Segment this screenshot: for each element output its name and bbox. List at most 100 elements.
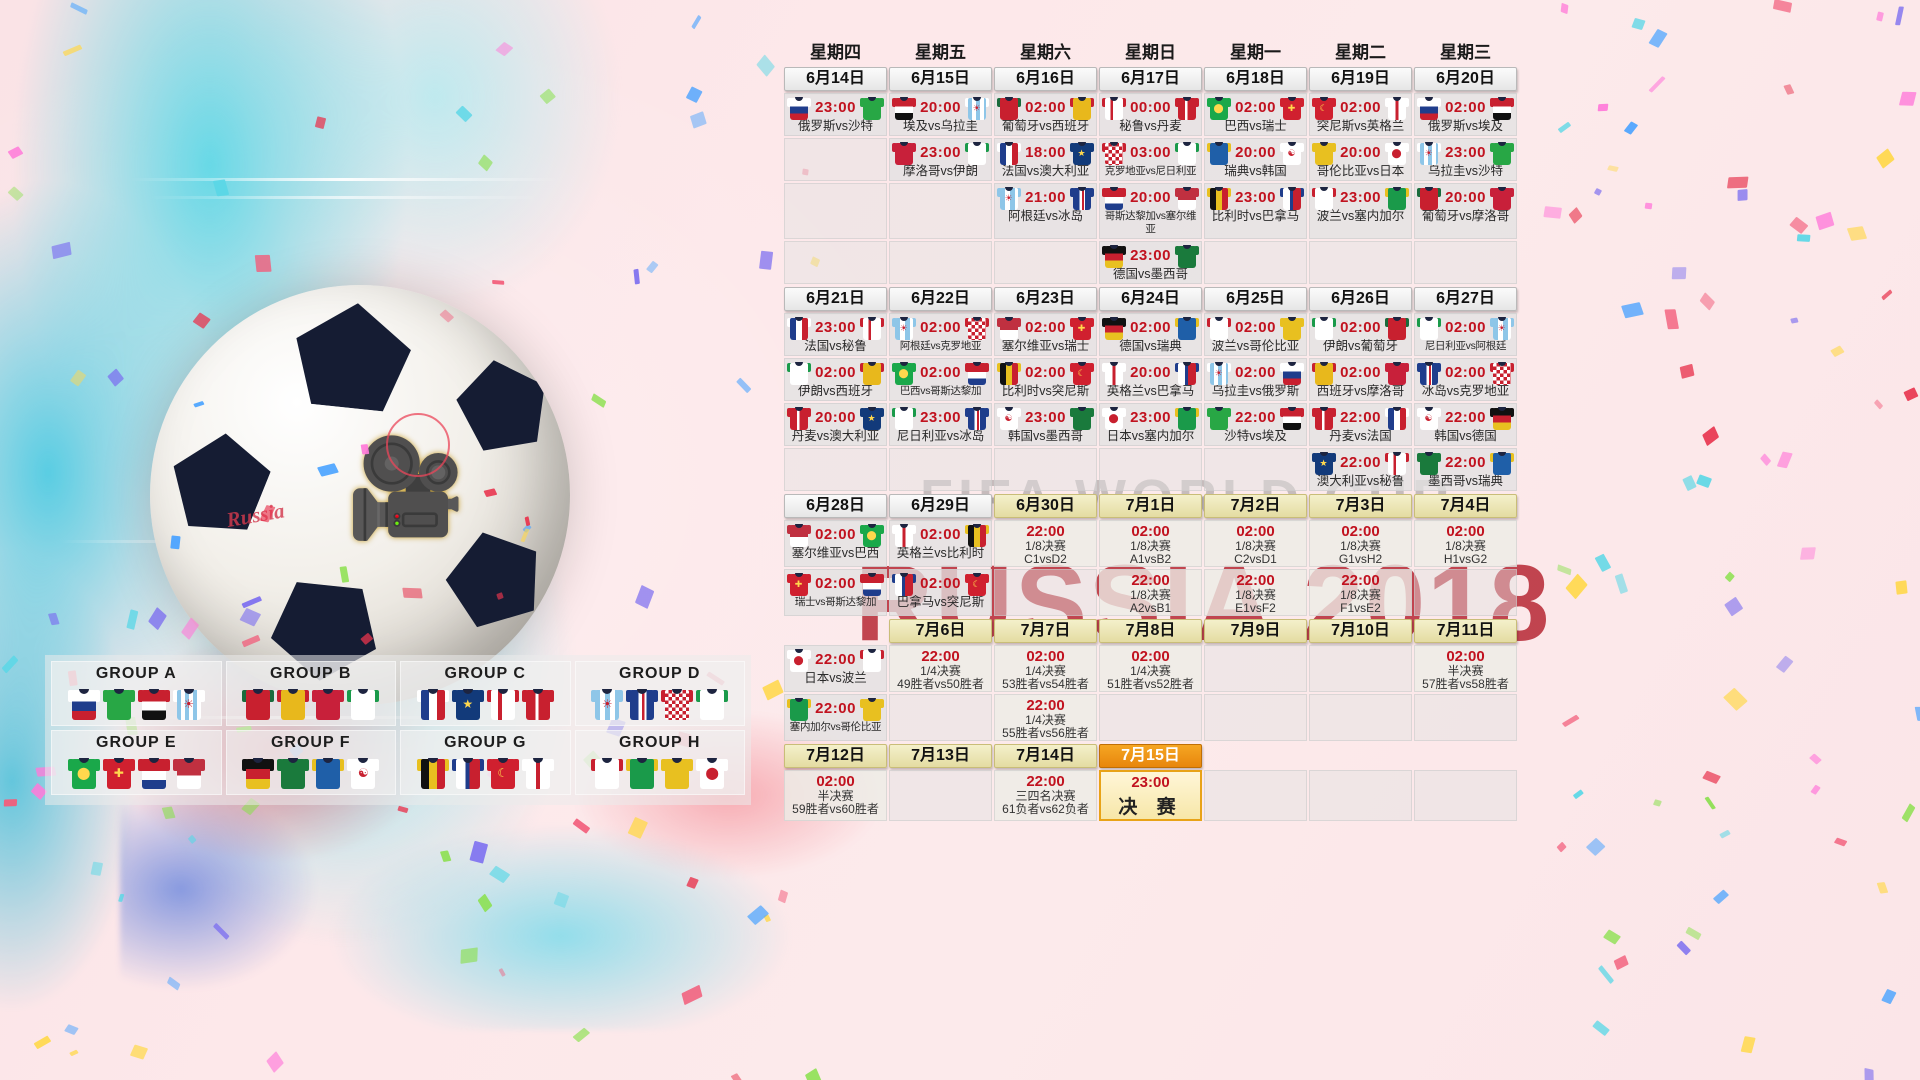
match-cell[interactable]: 22:00 沙特vs埃及	[1204, 403, 1307, 446]
match-cell[interactable]: 02:00 冰岛vs克罗地亚	[1414, 358, 1517, 401]
knockout-match-cell[interactable]: 02:00 1/8决赛 G1vsH2	[1309, 520, 1412, 567]
match-cell[interactable]: ☯ 22:00 韩国vs德国	[1414, 403, 1517, 446]
knockout-match-cell[interactable]: 02:00 1/8决赛 C2vsD1	[1204, 520, 1307, 567]
match-cell[interactable]: 20:00 哥斯达黎加vs塞尔维亚	[1099, 183, 1202, 239]
match-cell[interactable]: 02:00 波兰vs哥伦比亚	[1204, 313, 1307, 356]
match-cell[interactable]: 02:00 葡萄牙vs西班牙	[994, 93, 1097, 136]
match-cell[interactable]: ⬤ 02:00 ✚ 巴西vs瑞士	[1204, 93, 1307, 136]
date-cell-7月9日[interactable]: 7月9日	[1204, 619, 1307, 643]
knockout-match-cell[interactable]: 02:00 1/4决赛 51胜者vs52胜者	[1099, 645, 1202, 692]
date-cell-6月28日[interactable]: 6月28日	[784, 494, 887, 518]
match-cell[interactable]: 23:00 法国vs秘鲁	[784, 313, 887, 356]
match-cell[interactable]: ⬤ 23:00 日本vs塞内加尔	[1099, 403, 1202, 446]
knockout-match-cell[interactable]: 22:00 1/8决赛 E1vsF2	[1204, 569, 1307, 616]
match-cell[interactable]: ☀ 02:00 乌拉圭vs俄罗斯	[1204, 358, 1307, 401]
match-cell[interactable]: 23:00 德国vs墨西哥	[1099, 241, 1202, 284]
match-cell[interactable]: 23:00 比利时vs巴拿马	[1204, 183, 1307, 239]
match-cell[interactable]: ☾ 02:00 突尼斯vs英格兰	[1309, 93, 1412, 136]
match-cell[interactable]: 23:00 波兰vs塞内加尔	[1309, 183, 1412, 239]
group-box-group-a[interactable]: GROUP A ☀	[51, 661, 222, 726]
date-cell-7月2日[interactable]: 7月2日	[1204, 494, 1307, 518]
match-cell[interactable]: 20:00 英格兰vs巴拿马	[1099, 358, 1202, 401]
date-cell-6月20日[interactable]: 6月20日	[1414, 67, 1517, 91]
group-box-group-h[interactable]: GROUP H ⬤	[574, 730, 745, 795]
match-cell[interactable]: ☀ 02:00 阿根廷vs克罗地亚	[889, 313, 992, 356]
match-cell[interactable]: ⬤ 02:00 巴西vs哥斯达黎加	[889, 358, 992, 401]
date-cell-7月11日[interactable]: 7月11日	[1414, 619, 1517, 643]
match-cell[interactable]: ★ 22:00 澳大利亚vs秘鲁	[1309, 448, 1412, 491]
date-cell-6月25日[interactable]: 6月25日	[1204, 287, 1307, 311]
knockout-match-cell[interactable]: 22:00 1/4决赛 49胜者vs50胜者	[889, 645, 992, 692]
match-cell[interactable]: ✚ 02:00 瑞士vs哥斯达黎加	[784, 569, 887, 616]
knockout-match-cell[interactable]: 02:00 半决赛 59胜者vs60胜者	[784, 770, 887, 821]
knockout-match-cell[interactable]: 22:00 1/4决赛 55胜者vs56胜者	[994, 694, 1097, 741]
match-cell[interactable]: 23:00 俄罗斯vs沙特	[784, 93, 887, 136]
match-cell[interactable]: 22:00 丹麦vs法国	[1309, 403, 1412, 446]
match-cell[interactable]: ☯ 23:00 韩国vs墨西哥	[994, 403, 1097, 446]
date-cell-7月10日[interactable]: 7月10日	[1309, 619, 1412, 643]
date-cell-6月16日[interactable]: 6月16日	[994, 67, 1097, 91]
group-box-group-g[interactable]: GROUP G ☾	[400, 730, 571, 795]
date-cell-6月17日[interactable]: 6月17日	[1099, 67, 1202, 91]
match-cell[interactable]: 02:00 ✚ 塞尔维亚vs瑞士	[994, 313, 1097, 356]
group-box-group-f[interactable]: GROUP F ☯	[225, 730, 396, 795]
match-cell[interactable]: 02:00 ☾ 比利时vs突尼斯	[994, 358, 1097, 401]
match-cell[interactable]: 00:00 秘鲁vs丹麦	[1099, 93, 1202, 136]
date-cell-6月27日[interactable]: 6月27日	[1414, 287, 1517, 311]
date-cell-6月21日[interactable]: 6月21日	[784, 287, 887, 311]
date-cell-7月13日[interactable]: 7月13日	[889, 744, 992, 768]
match-cell[interactable]: 02:00 德国vs瑞典	[1099, 313, 1202, 356]
date-cell-7月3日[interactable]: 7月3日	[1309, 494, 1412, 518]
match-cell[interactable]: 02:00 俄罗斯vs埃及	[1414, 93, 1517, 136]
date-cell-6月18日[interactable]: 6月18日	[1204, 67, 1307, 91]
date-cell-7月14日[interactable]: 7月14日	[994, 744, 1097, 768]
match-cell[interactable]: 20:00 ☯ 瑞典vs韩国	[1204, 138, 1307, 181]
date-cell-7月6日[interactable]: 7月6日	[889, 619, 992, 643]
knockout-match-cell[interactable]: 22:00 三四名决赛 61负者vs62负者	[994, 770, 1097, 821]
match-cell[interactable]: 02:00 伊朗vs西班牙	[784, 358, 887, 401]
group-box-group-c[interactable]: GROUP C ★	[400, 661, 571, 726]
match-cell[interactable]: 02:00 西班牙vs摩洛哥	[1309, 358, 1412, 401]
match-cell[interactable]: 20:00 葡萄牙vs摩洛哥	[1414, 183, 1517, 239]
match-cell[interactable]: ⬤ 22:00 日本vs波兰	[784, 645, 887, 692]
group-box-group-b[interactable]: GROUP B	[225, 661, 396, 726]
date-cell-6月22日[interactable]: 6月22日	[889, 287, 992, 311]
knockout-match-cell[interactable]: 02:00 半决赛 57胜者vs58胜者	[1414, 645, 1517, 692]
date-cell-6月23日[interactable]: 6月23日	[994, 287, 1097, 311]
match-cell[interactable]: 20:00 ★ 丹麦vs澳大利亚	[784, 403, 887, 446]
knockout-match-cell[interactable]: 02:00 1/4决赛 53胜者vs54胜者	[994, 645, 1097, 692]
match-cell[interactable]: 20:00 ☀ 埃及vs乌拉圭	[889, 93, 992, 136]
match-cell[interactable]: 02:00 英格兰vs比利时	[889, 520, 992, 567]
knockout-match-cell[interactable]: 02:00 1/8决赛 A1vsB2	[1099, 520, 1202, 567]
knockout-match-cell[interactable]: 22:00 1/8决赛 F1vsE2	[1309, 569, 1412, 616]
date-cell-7月12日[interactable]: 7月12日	[784, 744, 887, 768]
match-cell[interactable]: 02:00 ☀ 尼日利亚vs阿根廷	[1414, 313, 1517, 356]
group-box-group-e[interactable]: GROUP E ⬤ ✚	[51, 730, 222, 795]
group-box-group-d[interactable]: GROUP D ☀	[574, 661, 745, 726]
knockout-match-cell[interactable]: 22:00 1/8决赛 A2vsB1	[1099, 569, 1202, 616]
date-cell-6月30日[interactable]: 6月30日	[994, 494, 1097, 518]
match-cell[interactable]: 18:00 ★ 法国vs澳大利亚	[994, 138, 1097, 181]
date-cell-6月14日[interactable]: 6月14日	[784, 67, 887, 91]
knockout-match-cell[interactable]: 02:00 1/8决赛 H1vsG2	[1414, 520, 1517, 567]
match-cell[interactable]: 23:00 尼日利亚vs冰岛	[889, 403, 992, 446]
date-cell-7月7日[interactable]: 7月7日	[994, 619, 1097, 643]
knockout-match-cell[interactable]: 22:00 1/8决赛 C1vsD2	[994, 520, 1097, 567]
date-cell-7月4日[interactable]: 7月4日	[1414, 494, 1517, 518]
match-cell[interactable]: 02:00 伊朗vs葡萄牙	[1309, 313, 1412, 356]
match-cell[interactable]: ☀ 21:00 阿根廷vs冰岛	[994, 183, 1097, 239]
match-cell[interactable]: 03:00 克罗地亚vs尼日利亚	[1099, 138, 1202, 181]
match-cell[interactable]: 22:00 墨西哥vs瑞典	[1414, 448, 1517, 491]
match-cell[interactable]: 22:00 塞内加尔vs哥伦比亚	[784, 694, 887, 741]
match-cell[interactable]: 02:00 ⬤ 塞尔维亚vs巴西	[784, 520, 887, 567]
match-cell[interactable]: 02:00 ☾ 巴拿马vs突尼斯	[889, 569, 992, 616]
date-cell-7月1日[interactable]: 7月1日	[1099, 494, 1202, 518]
date-cell-6月15日[interactable]: 6月15日	[889, 67, 992, 91]
date-cell-7月15日[interactable]: 7月15日	[1099, 744, 1202, 768]
date-cell-6月29日[interactable]: 6月29日	[889, 494, 992, 518]
date-cell-7月8日[interactable]: 7月8日	[1099, 619, 1202, 643]
date-cell-6月24日[interactable]: 6月24日	[1099, 287, 1202, 311]
date-cell-6月19日[interactable]: 6月19日	[1309, 67, 1412, 91]
match-cell[interactable]: 20:00 ⬤ 哥伦比亚vs日本	[1309, 138, 1412, 181]
date-cell-6月26日[interactable]: 6月26日	[1309, 287, 1412, 311]
